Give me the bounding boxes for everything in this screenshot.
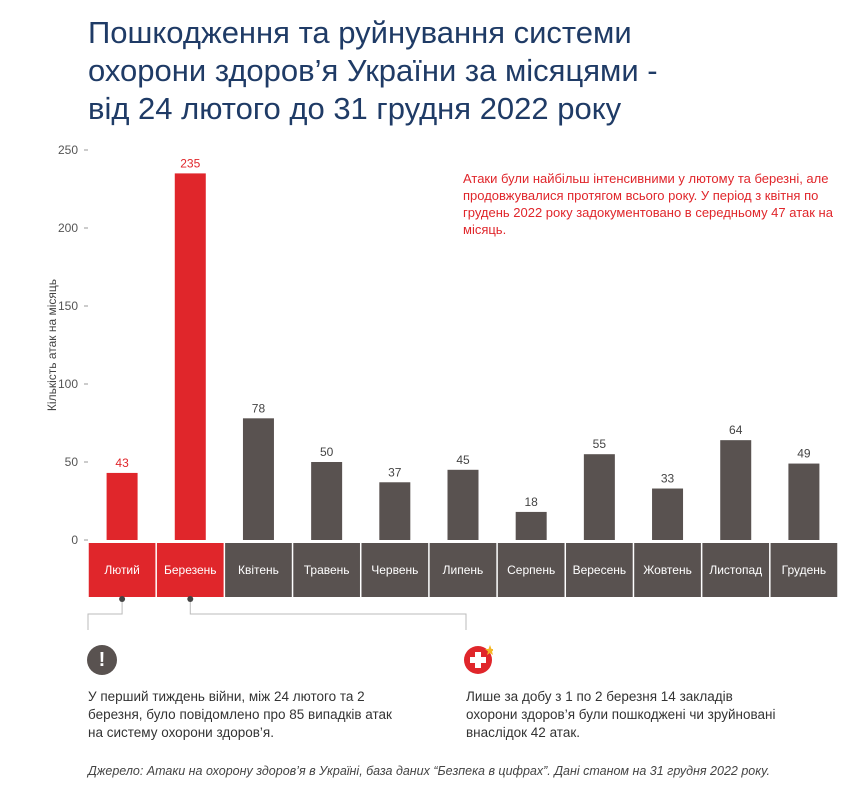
y-tick-label: 150 (58, 299, 78, 313)
category-cell (361, 543, 429, 597)
x-tick-label: Жовтень (643, 563, 692, 577)
data-label: 43 (115, 456, 129, 470)
title-line-2: охорони здоров’я України за місяцями - (88, 53, 658, 88)
data-label: 45 (456, 453, 470, 467)
x-tick-label: Грудень (782, 563, 827, 577)
connector-dot (187, 596, 194, 602)
category-cell (702, 543, 770, 597)
y-tick-label: 100 (58, 377, 78, 391)
data-label: 37 (388, 465, 402, 479)
bar (174, 173, 206, 540)
connector-line (87, 602, 123, 630)
bar (379, 482, 411, 540)
data-label: 64 (729, 423, 743, 437)
bar (311, 462, 343, 540)
category-cell (88, 543, 156, 597)
x-tick-label: Лютий (104, 563, 140, 577)
bar (720, 440, 752, 540)
medical-cross-icon (464, 645, 493, 674)
chart-annotation: Атаки були найбільш інтенсивними у лютом… (463, 171, 833, 237)
note-one-day: Лише за добу з 1 по 2 березня 14 закладі… (466, 689, 776, 740)
x-tick-label: Вересень (573, 563, 627, 577)
data-label: 33 (661, 472, 675, 486)
data-label: 55 (593, 437, 607, 451)
chart-title: Пошкодження та руйнування системи охорон… (88, 14, 828, 128)
bar (652, 488, 684, 540)
data-label: 78 (252, 401, 266, 415)
exclamation-icon: ! (87, 645, 117, 675)
x-tick-label: Червень (371, 563, 418, 577)
data-label: 49 (797, 447, 811, 461)
x-tick-label: Липень (443, 563, 484, 577)
title-line-3: від 24 лютого до 31 грудня 2022 року (88, 91, 622, 126)
x-tick-label: Листопад (709, 563, 762, 577)
x-tick-label: Серпень (507, 563, 555, 577)
connector-line (189, 602, 467, 630)
bar (515, 511, 547, 540)
data-label: 235 (180, 156, 200, 170)
bar (583, 454, 615, 540)
data-label: 50 (320, 445, 334, 459)
y-tick-label: 250 (58, 143, 78, 157)
data-label: 18 (525, 495, 539, 509)
category-cell (634, 543, 701, 597)
connector-dot (119, 596, 126, 602)
y-axis-label: Кількість атак на місяць (45, 279, 59, 411)
category-cell (225, 543, 292, 597)
bar (447, 469, 479, 540)
category-cell (429, 543, 497, 597)
bar (788, 463, 820, 540)
title-line-1: Пошкодження та руйнування системи (88, 15, 632, 50)
x-tick-label: Травень (304, 563, 350, 577)
category-cell (497, 543, 565, 597)
note-first-week: У перший тиждень війни, між 24 лютого та… (88, 689, 392, 740)
category-cell (293, 543, 360, 597)
category-cell (770, 543, 838, 597)
source-note: Джерело: Атаки на охорону здоров’я в Укр… (88, 764, 771, 778)
y-tick-label: 200 (58, 221, 78, 235)
y-tick-label: 50 (65, 455, 79, 469)
x-tick-label: Квітень (238, 563, 279, 577)
bar (106, 472, 138, 540)
bar-chart: Кількість атак на місяць 0 50 100 150 200 250 4… (45, 143, 838, 630)
x-tick-label: Березень (164, 563, 217, 577)
bar (242, 418, 274, 540)
category-cell (566, 543, 633, 597)
y-tick-label: 0 (71, 533, 78, 547)
category-cell (156, 543, 224, 597)
